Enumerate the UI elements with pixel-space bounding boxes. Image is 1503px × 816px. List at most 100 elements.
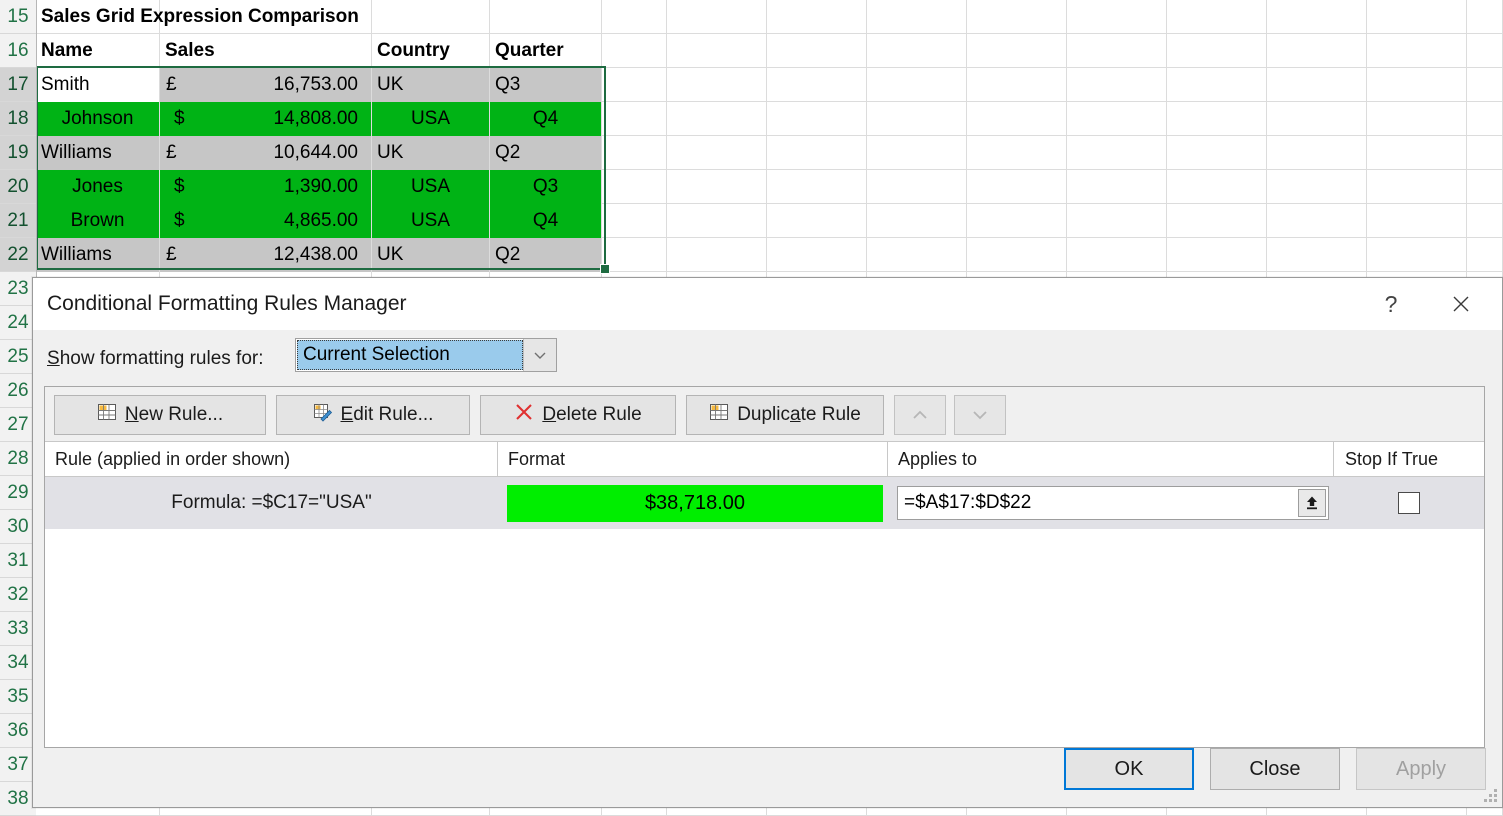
cell-M19[interactable] xyxy=(1367,136,1467,170)
cell-J17[interactable] xyxy=(1067,68,1167,102)
cell-B21[interactable]: $ 4,865.00 xyxy=(160,204,372,238)
cell-A20[interactable]: Jones xyxy=(36,170,160,204)
row-header-24[interactable]: 24 xyxy=(0,306,36,340)
row-header-29[interactable]: 29 xyxy=(0,476,36,510)
cell-M20[interactable] xyxy=(1367,170,1467,204)
cell-E18[interactable] xyxy=(602,102,667,136)
row-header-38[interactable]: 38 xyxy=(0,782,36,816)
cell-N20[interactable] xyxy=(1467,170,1503,204)
row-header-21[interactable]: 21 xyxy=(0,204,36,238)
sheet-row-15[interactable]: Sales Grid Expression Comparison xyxy=(36,0,1503,34)
cell-D18[interactable]: Q4 xyxy=(490,102,602,136)
cell-C17[interactable]: UK xyxy=(372,68,490,102)
cell-I17[interactable] xyxy=(967,68,1067,102)
row-header-28[interactable]: 28 xyxy=(0,442,36,476)
sheet-row-17[interactable]: Smith £ 16,753.00 UK Q3 xyxy=(36,68,1503,102)
cell-A21[interactable]: Brown xyxy=(36,204,160,238)
cell-E15[interactable] xyxy=(602,0,667,34)
sheet-row-19[interactable]: Williams £ 10,644.00 UK Q2 xyxy=(36,136,1503,170)
cell-F22[interactable] xyxy=(667,238,767,272)
cell-E21[interactable] xyxy=(602,204,667,238)
cell-J21[interactable] xyxy=(1067,204,1167,238)
cell-H21[interactable] xyxy=(867,204,967,238)
cell-H16[interactable] xyxy=(867,34,967,68)
cell-K21[interactable] xyxy=(1167,204,1267,238)
row-header-25[interactable]: 25 xyxy=(0,340,36,374)
delete-rule-button[interactable]: Delete Rule xyxy=(480,395,676,435)
cell-C22[interactable]: UK xyxy=(372,238,490,272)
rule-format-preview[interactable]: $38,718.00 xyxy=(507,485,883,522)
sheet-row-16[interactable]: Name Sales Country Quarter xyxy=(36,34,1503,68)
cell-J22[interactable] xyxy=(1067,238,1167,272)
cell-K17[interactable] xyxy=(1167,68,1267,102)
row-header-37[interactable]: 37 xyxy=(0,748,36,782)
cell-M21[interactable] xyxy=(1367,204,1467,238)
row-header-27[interactable]: 27 xyxy=(0,408,36,442)
row-header-18[interactable]: 18 xyxy=(0,102,36,136)
cell-D21[interactable]: Q4 xyxy=(490,204,602,238)
cell-F15[interactable] xyxy=(667,0,767,34)
cell-M16[interactable] xyxy=(1367,34,1467,68)
cell-D19[interactable]: Q2 xyxy=(490,136,602,170)
cell-J16[interactable] xyxy=(1067,34,1167,68)
cell-J20[interactable] xyxy=(1067,170,1167,204)
cell-J18[interactable] xyxy=(1067,102,1167,136)
cell-M18[interactable] xyxy=(1367,102,1467,136)
cell-N19[interactable] xyxy=(1467,136,1503,170)
row-header-30[interactable]: 30 xyxy=(0,510,36,544)
row-header-17[interactable]: 17 xyxy=(0,68,36,102)
cell-C21[interactable]: USA xyxy=(372,204,490,238)
cell-D15[interactable] xyxy=(490,0,602,34)
close-button[interactable]: Close xyxy=(1210,748,1340,790)
cell-A22[interactable]: Williams xyxy=(36,238,160,272)
row-header-15[interactable]: 15 xyxy=(0,0,36,34)
column-header-sales[interactable]: Sales xyxy=(160,34,372,68)
help-icon[interactable]: ? xyxy=(1384,290,1398,317)
row-header-column[interactable]: 15 16 17 18 19 20 21 22 23 24 25 26 27 2… xyxy=(0,0,37,816)
cell-N15[interactable] xyxy=(1467,0,1503,34)
cell-L20[interactable] xyxy=(1267,170,1367,204)
cell-B18[interactable]: $ 14,808.00 xyxy=(160,102,372,136)
cell-K18[interactable] xyxy=(1167,102,1267,136)
cell-L15[interactable] xyxy=(1267,0,1367,34)
cell-G20[interactable] xyxy=(767,170,867,204)
sheet-row-21[interactable]: Brown $ 4,865.00 USA Q4 xyxy=(36,204,1503,238)
column-header-quarter[interactable]: Quarter xyxy=(490,34,602,68)
row-header-33[interactable]: 33 xyxy=(0,612,36,646)
cell-L17[interactable] xyxy=(1267,68,1367,102)
cell-A17[interactable]: Smith xyxy=(36,68,160,102)
row-header-35[interactable]: 35 xyxy=(0,680,36,714)
cell-A19[interactable]: Williams xyxy=(36,136,160,170)
cell-G18[interactable] xyxy=(767,102,867,136)
cell-J15[interactable] xyxy=(1067,0,1167,34)
cell-I16[interactable] xyxy=(967,34,1067,68)
cell-E20[interactable] xyxy=(602,170,667,204)
cell-A18[interactable]: Johnson xyxy=(36,102,160,136)
applies-to-input[interactable]: =$A$17:$D$22 xyxy=(897,486,1329,520)
cell-L19[interactable] xyxy=(1267,136,1367,170)
stop-if-true-checkbox[interactable] xyxy=(1398,492,1420,514)
stop-if-true-cell[interactable] xyxy=(1334,477,1484,529)
cell-H22[interactable] xyxy=(867,238,967,272)
resize-grip[interactable] xyxy=(1484,789,1498,803)
cell-B19[interactable]: £ 10,644.00 xyxy=(160,136,372,170)
cell-G17[interactable] xyxy=(767,68,867,102)
row-header-16[interactable]: 16 xyxy=(0,34,36,68)
selection-fill-handle[interactable] xyxy=(600,264,610,274)
cell-H18[interactable] xyxy=(867,102,967,136)
new-rule-button[interactable]: New Rule... xyxy=(54,395,266,435)
cell-G16[interactable] xyxy=(767,34,867,68)
cell-G15[interactable] xyxy=(767,0,867,34)
cell-F19[interactable] xyxy=(667,136,767,170)
cell-F21[interactable] xyxy=(667,204,767,238)
cell-H15[interactable] xyxy=(867,0,967,34)
row-header-20[interactable]: 20 xyxy=(0,170,36,204)
dialog-title-bar[interactable]: Conditional Formatting Rules Manager ? xyxy=(33,278,1502,330)
cell-B17[interactable]: £ 16,753.00 xyxy=(160,68,372,102)
collapse-range-icon[interactable] xyxy=(1298,489,1326,517)
cell-I15[interactable] xyxy=(967,0,1067,34)
cell-M15[interactable] xyxy=(1367,0,1467,34)
cell-K16[interactable] xyxy=(1167,34,1267,68)
cell-G22[interactable] xyxy=(767,238,867,272)
close-icon[interactable] xyxy=(1442,286,1480,322)
